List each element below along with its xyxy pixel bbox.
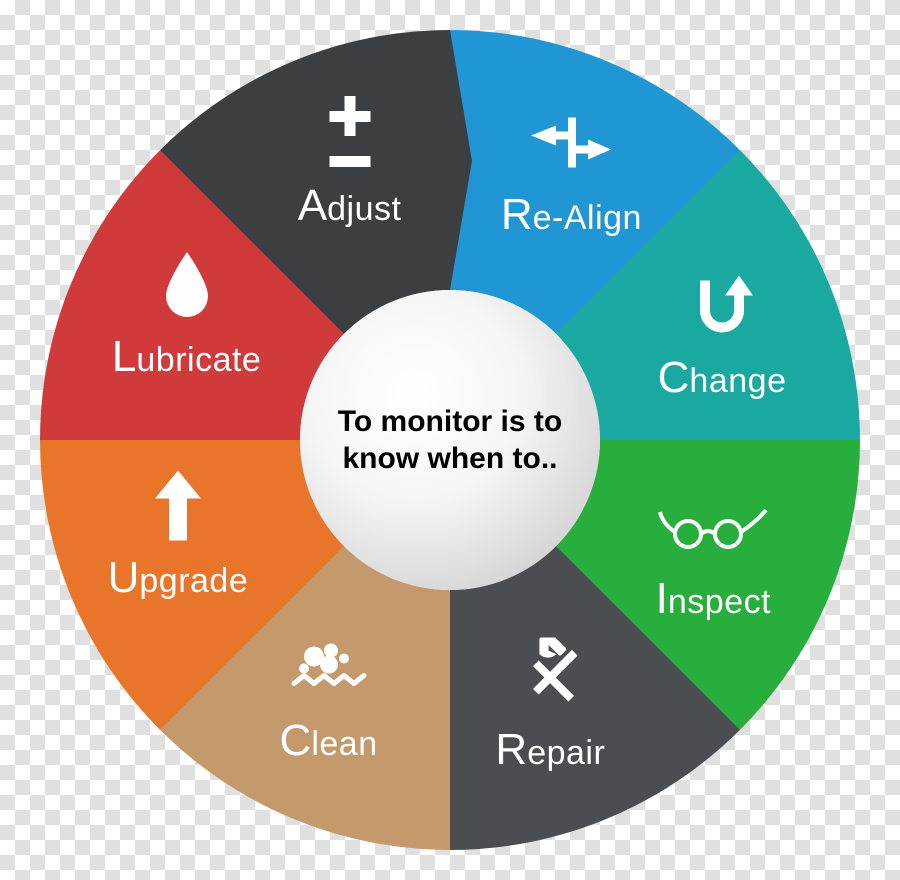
bubbles-icon	[289, 639, 369, 704]
center-circle: To monitor is to know when to..	[300, 290, 600, 590]
center-text: To monitor is to know when to..	[300, 403, 600, 478]
segment-label-realign: Re-Align	[501, 190, 642, 240]
segment-label-inspect: Inspect	[656, 574, 771, 624]
segment-label-upgrade: Upgrade	[108, 553, 249, 603]
segment-label-adjust: Adjust	[298, 181, 402, 231]
glasses-icon	[658, 504, 768, 554]
maintenance-wheel: To monitor is to know when to.. Re-Align…	[40, 30, 860, 850]
segment-label-clean: Clean	[280, 716, 378, 766]
drop-icon	[162, 252, 212, 322]
u-turn-icon	[687, 270, 757, 345]
plus-minus-icon	[322, 96, 377, 176]
segment-label-change: Change	[658, 353, 787, 403]
segment-label-repair: Repair	[495, 725, 605, 775]
align-center-icon	[531, 117, 611, 172]
segment-label-lubricate: Lubricate	[112, 332, 261, 382]
arrow-up-icon	[153, 471, 203, 546]
tools-icon	[510, 638, 590, 723]
